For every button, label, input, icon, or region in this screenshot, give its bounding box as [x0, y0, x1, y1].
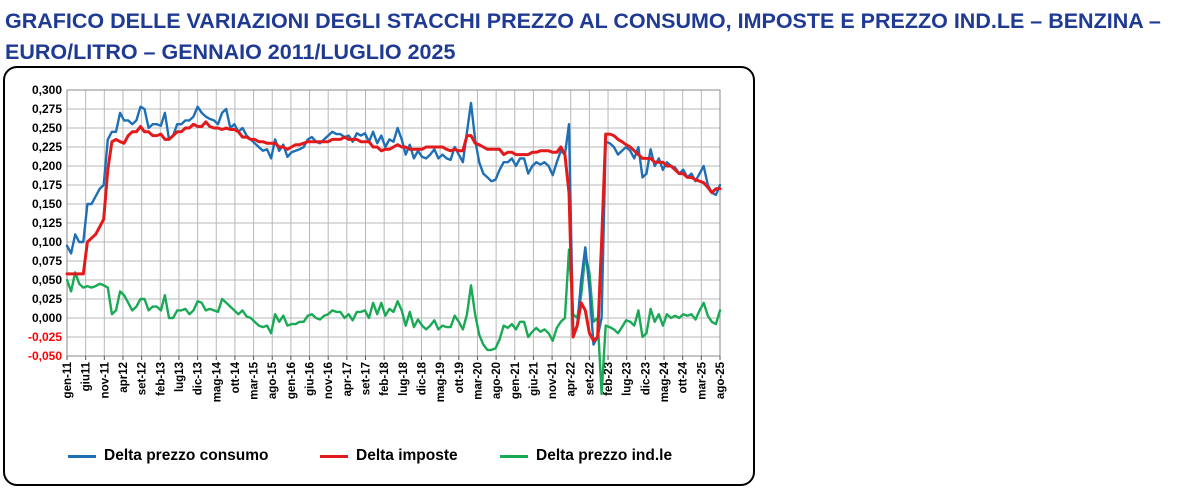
y-tick-label: 0,250: [32, 121, 62, 135]
y-tick-label: 0,275: [32, 102, 62, 116]
x-tick-label: ago-15: [267, 361, 279, 399]
y-tick-label: 0,225: [32, 140, 62, 154]
legend: Delta prezzo consumo Delta imposte Delta…: [0, 444, 760, 468]
series-line-delta-prezzo-consumo: [65, 101, 722, 346]
y-tick-label: 0,050: [32, 273, 62, 287]
x-tick-label: lug13: [174, 362, 186, 392]
x-tick-label: apr12: [118, 362, 130, 393]
page-title: GRAFICO DELLE VARIAZIONI DEGLI STACCHI P…: [5, 9, 1161, 64]
x-tick-label: gen-11: [62, 361, 74, 398]
x-tick-label: mar-25: [696, 361, 708, 399]
x-tick-label: gen-21: [510, 361, 522, 399]
y-tick-label: 0,175: [32, 178, 62, 192]
x-tick-label: mar-20: [472, 362, 484, 400]
x-tick-label: ago-20: [491, 362, 503, 399]
y-tick-label: 0,100: [32, 235, 62, 249]
x-tick-label: giu-21: [528, 361, 540, 395]
x-tick-label: nov-11: [99, 361, 111, 398]
x-tick-label: feb-13: [155, 362, 167, 396]
plot-area-border: [66, 89, 721, 357]
legend-item-imposte: Delta imposte: [320, 444, 458, 468]
legend-item-industriale: Delta prezzo ind.le: [500, 444, 672, 468]
legend-label-imposte: Delta imposte: [356, 447, 458, 464]
x-tick-label: gen-16: [286, 362, 298, 399]
chart-frame: [3, 66, 755, 486]
legend-swatch-imposte: [320, 454, 348, 458]
legend-label-consumo: Delta prezzo consumo: [104, 447, 269, 464]
x-tick-label: nov-16: [323, 362, 335, 399]
x-tick-label: giu11: [81, 361, 93, 391]
y-tick-label: 0,025: [32, 292, 62, 306]
y-tick-label: 0,000: [32, 311, 62, 325]
x-tick-label: mag-19: [435, 362, 447, 402]
legend-item-consumo: Delta prezzo consumo: [68, 444, 269, 468]
x-tick-label: set-17: [361, 362, 373, 395]
y-tick-label: 0,150: [32, 197, 62, 211]
x-tick-label: feb-23: [603, 362, 615, 396]
x-tick-label: lug-23: [622, 362, 634, 396]
legend-swatch-industriale: [500, 454, 528, 458]
y-tick-label: 0,300: [32, 83, 62, 97]
gridlines: [66, 89, 721, 357]
y-tick-label: 0,125: [32, 216, 62, 230]
x-tick-label: apr-22: [566, 362, 578, 397]
x-tick-label: nov-21: [547, 361, 559, 399]
x-tick-label: feb-18: [379, 361, 391, 395]
y-axis-ticks: 0,300 0,275 0,250 0,225 0,200 0,175 0,150 0,125…: [28, 83, 62, 363]
x-tick-label: mar-15: [249, 361, 261, 399]
y-tick-label: 0,200: [32, 159, 62, 173]
x-tick-label: giu-16: [305, 362, 317, 396]
x-tick-label: apr-17: [342, 362, 354, 397]
series-line-delta-imposte: [65, 120, 722, 343]
x-tick-label: set-12: [137, 362, 149, 395]
legend-swatch-consumo: [68, 454, 96, 458]
x-tick-label: ago-25: [715, 361, 727, 399]
x-tick-label: mag-14: [211, 361, 223, 402]
y-tick-label: -0,025: [28, 330, 62, 344]
x-axis-ticks: gen-11 giu11 nov-11 apr12 set-12 feb-13 lug13 d…: [62, 356, 727, 402]
x-tick-label: lug-18: [398, 361, 410, 395]
x-tick-label: dic-23: [640, 362, 652, 395]
series-line-delta-prezzo-ind-le: [65, 248, 722, 396]
series-lines: [65, 101, 722, 396]
x-tick-label: ott-19: [454, 362, 466, 393]
x-tick-label: dic-13: [193, 362, 205, 395]
x-tick-label: dic-18: [416, 361, 428, 395]
legend-label-industriale: Delta prezzo ind.le: [536, 447, 673, 464]
x-tick-label: mag-24: [659, 361, 671, 402]
y-tick-label: -0,050: [28, 349, 62, 363]
y-tick-label: 0,075: [32, 254, 62, 268]
x-tick-label: set-22: [584, 362, 596, 395]
x-tick-label: ott-14: [230, 361, 242, 393]
x-tick-label: ott-24: [678, 361, 690, 393]
